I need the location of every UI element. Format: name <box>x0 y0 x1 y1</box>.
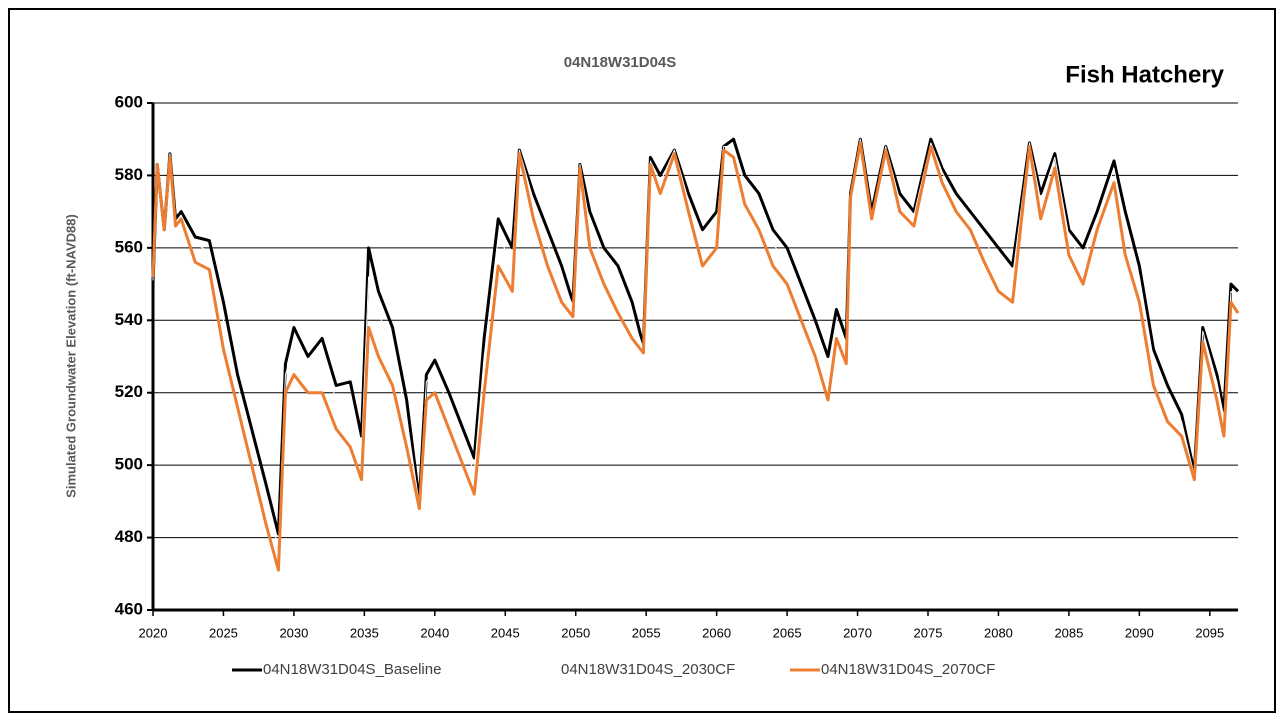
series-line <box>151 141 1240 572</box>
y-tick-label: 480 <box>115 527 143 546</box>
y-tick-label: 460 <box>115 599 143 618</box>
chart-title: 04N18W31D04S <box>564 54 677 71</box>
x-tick-label: 2060 <box>702 625 731 640</box>
x-tick-label: 2050 <box>561 625 590 640</box>
x-tick-label: 2025 <box>209 625 238 640</box>
series-line <box>152 138 1239 549</box>
y-tick-label: 600 <box>115 92 143 111</box>
y-tick-label: 580 <box>115 165 143 184</box>
series-line <box>151 137 1240 536</box>
x-tick-label: 2075 <box>914 625 943 640</box>
chart-border <box>8 8 1276 713</box>
x-tick-label: 2030 <box>279 625 308 640</box>
x-tick-label: 2040 <box>420 625 449 640</box>
x-tick-label: 2045 <box>491 625 520 640</box>
y-tick-label: 500 <box>115 455 143 474</box>
y-tick-label: 520 <box>115 382 143 401</box>
x-tick-label: 2035 <box>350 625 379 640</box>
legend-label: 04N18W31D04S_2030CF <box>561 661 735 678</box>
y-tick-label: 560 <box>115 237 143 256</box>
x-tick-label: 2095 <box>1195 625 1224 640</box>
annotation: Fish Hatchery <box>1065 61 1224 88</box>
x-tick-label: 2070 <box>843 625 872 640</box>
x-tick-label: 2080 <box>984 625 1013 640</box>
y-tick-label: 540 <box>115 310 143 329</box>
y-axis-label: Simulated Groundwater Elevation (ft-NAVD… <box>63 214 78 498</box>
x-tick-label: 2065 <box>773 625 802 640</box>
legend-label: 04N18W31D04S_Baseline <box>263 661 441 678</box>
x-tick-label: 2090 <box>1125 625 1154 640</box>
legend-label: 04N18W31D04S_2070CF <box>821 661 995 678</box>
x-tick-label: 2055 <box>632 625 661 640</box>
x-tick-label: 2085 <box>1054 625 1083 640</box>
x-tick-label: 2020 <box>139 625 168 640</box>
